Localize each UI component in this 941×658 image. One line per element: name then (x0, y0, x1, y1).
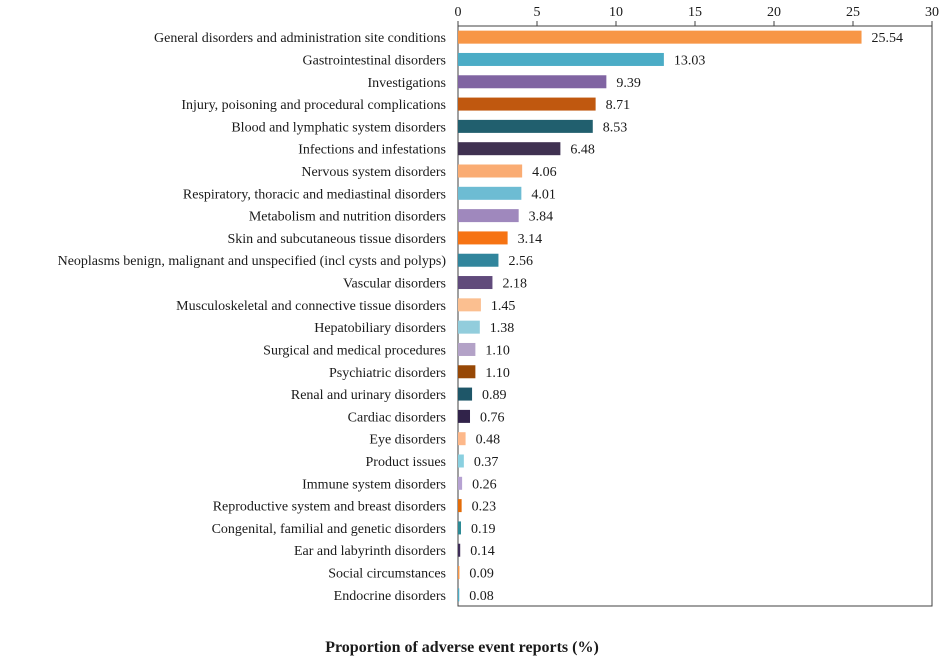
data-label: 25.54 (872, 31, 904, 46)
category-label: Musculoskeletal and connective tissue di… (176, 299, 446, 314)
x-tick-label: 25 (846, 5, 860, 20)
data-label: 0.14 (470, 544, 495, 559)
bar (458, 342, 476, 356)
category-label: Investigations (367, 76, 446, 91)
category-label: Skin and subcutaneous tissue disorders (227, 232, 446, 247)
bar (458, 588, 460, 602)
category-label: Psychiatric disorders (329, 366, 446, 381)
data-label: 0.23 (472, 500, 497, 515)
bar (458, 432, 466, 446)
category-label: Immune system disorders (302, 477, 446, 492)
category-label: Vascular disorders (343, 277, 446, 292)
bar (458, 543, 461, 557)
x-tick-label: 10 (609, 5, 623, 20)
bar (458, 52, 664, 66)
category-label: Congenital, familial and genetic disorde… (212, 522, 446, 537)
bar (458, 30, 862, 44)
bar (458, 164, 523, 178)
data-label: 6.48 (570, 143, 595, 158)
bar (458, 119, 593, 133)
category-label: Social circumstances (328, 567, 446, 582)
x-axis: 0 5 10 15 20 25 30 (455, 5, 939, 26)
bar (458, 499, 462, 513)
x-tick-label: 15 (688, 5, 702, 20)
category-label: Blood and lymphatic system disorders (231, 120, 446, 135)
bar (458, 476, 463, 490)
bar (458, 566, 460, 580)
category-label: Metabolism and nutrition disorders (249, 210, 446, 225)
category-label: Infections and infestations (298, 143, 446, 158)
data-label: 1.10 (485, 366, 510, 381)
data-label: 0.08 (469, 589, 494, 604)
x-tick-label: 30 (925, 5, 939, 20)
category-label: Gastrointestinal disorders (303, 53, 446, 68)
data-label: 8.71 (606, 98, 631, 113)
bar (458, 142, 561, 156)
plot-area (457, 25, 933, 607)
data-label: 0.37 (474, 455, 499, 470)
data-label: 8.53 (603, 120, 628, 135)
category-label: Eye disorders (369, 433, 446, 448)
category-label: Endocrine disorders (334, 589, 446, 604)
category-labels: General disorders and administration sit… (58, 31, 447, 604)
bar (458, 231, 508, 245)
value-labels: 25.54 13.03 9.39 8.71 8.53 6.48 4.06 4.01 3.84 3.… (469, 31, 903, 604)
data-label: 1.38 (490, 321, 514, 336)
data-label: 0.09 (469, 567, 494, 582)
data-label: 1.10 (485, 343, 510, 358)
bar (458, 365, 476, 379)
data-label: 9.39 (616, 76, 641, 91)
category-label: Reproductive system and breast disorders (213, 500, 446, 515)
bar (458, 521, 462, 535)
data-label: 2.18 (502, 277, 526, 292)
category-label: General disorders and administration sit… (154, 31, 446, 46)
bar (458, 298, 481, 312)
data-label: 4.06 (532, 165, 557, 180)
plot-border (457, 25, 933, 607)
category-label: Renal and urinary disorders (291, 388, 446, 403)
x-tick-label: 5 (534, 5, 541, 20)
bar (458, 387, 473, 401)
data-label: 3.14 (518, 232, 543, 247)
bar (458, 454, 464, 468)
category-label: Respiratory, thoracic and mediastinal di… (183, 187, 446, 202)
bar (458, 75, 607, 89)
bar (458, 320, 480, 334)
data-label: 3.84 (529, 210, 554, 225)
bar (458, 409, 471, 423)
x-tick-label: 0 (455, 5, 462, 20)
category-label: Cardiac disorders (348, 410, 446, 425)
category-label: Ear and labyrinth disorders (294, 544, 446, 559)
data-label: 0.89 (482, 388, 507, 403)
data-label: 0.26 (472, 477, 497, 492)
category-label: Surgical and medical procedures (263, 343, 446, 358)
x-tick-label: 20 (767, 5, 781, 20)
bar (458, 253, 499, 267)
bar-series (458, 30, 862, 602)
data-label: 0.48 (476, 433, 501, 448)
category-label: Injury, poisoning and procedural complic… (181, 98, 446, 113)
data-label: 4.01 (531, 187, 556, 202)
bar (458, 97, 596, 111)
bar (458, 209, 519, 223)
category-label: Product issues (366, 455, 447, 470)
bar (458, 186, 522, 200)
category-label: Nervous system disorders (301, 165, 446, 180)
data-label: 2.56 (508, 254, 533, 269)
bar (458, 276, 493, 290)
category-label: Hepatobiliary disorders (314, 321, 446, 336)
x-axis-title: Proportion of adverse event reports (%) (325, 639, 599, 656)
data-label: 1.45 (491, 299, 516, 314)
data-label: 13.03 (674, 53, 706, 68)
data-label: 0.19 (471, 522, 496, 537)
category-label: Neoplasms benign, malignant and unspecif… (58, 254, 447, 269)
data-label: 0.76 (480, 410, 505, 425)
